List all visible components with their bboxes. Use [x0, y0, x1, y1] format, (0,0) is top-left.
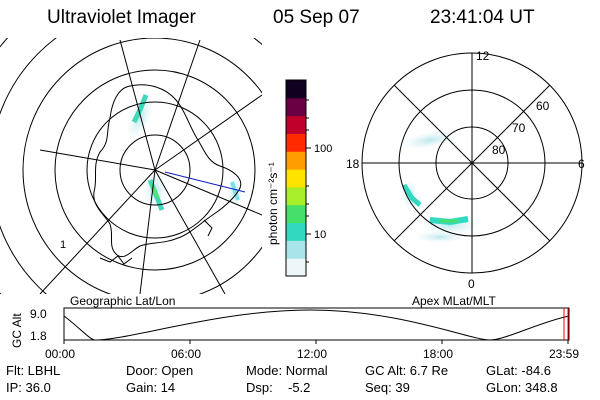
- colorbar-tick-100: 100: [314, 143, 332, 155]
- colorbar-band: [286, 222, 306, 241]
- dsp-value: -5.2: [288, 380, 311, 395]
- altitude-xtick-1800: 18:00: [423, 347, 454, 361]
- date-label: 05 Sep 07: [273, 7, 360, 28]
- colorbar-band: [286, 186, 306, 206]
- time-label: 23:41:04 UT: [430, 7, 535, 28]
- mlt-label-left: 18: [346, 157, 360, 171]
- mlat-label-80: 80: [492, 143, 506, 157]
- altitude-xtick-1200: 12:00: [297, 347, 328, 361]
- altitude-ytick-9: 9.0: [30, 307, 47, 321]
- colorbar-band: [286, 258, 306, 277]
- altitude-curve: [63, 309, 570, 341]
- right-panel-caption: Apex MLat/MLT: [412, 294, 496, 308]
- colorbar-band: [286, 115, 306, 134]
- aurora-emission-left: [126, 94, 243, 211]
- mlat-label-60: 60: [536, 99, 550, 113]
- left-panel-caption: Geographic Lat/Lon: [70, 294, 176, 308]
- colorbar-band: [286, 240, 306, 259]
- dsp-label: Dsp:: [246, 380, 273, 395]
- seq-info: Seq: 39: [365, 380, 410, 395]
- colorbar-band: [286, 151, 306, 170]
- aurora-emission-right: [400, 130, 480, 243]
- gc-alt-info: GC Alt: 6.7 Re: [365, 363, 449, 378]
- mlt-label-right: 6: [578, 157, 585, 171]
- mlt-label-top: 12: [476, 49, 490, 63]
- gain-info: Gain: 14: [126, 380, 176, 395]
- altitude-ytick-1.8: 1.8: [30, 329, 47, 343]
- colorbar-tick-10: 10: [314, 229, 326, 241]
- ip-info: IP: 36.0: [6, 380, 51, 395]
- filter-info: Flt: LBHL: [6, 363, 61, 378]
- mlat-label-70: 70: [512, 121, 526, 135]
- glon-info: GLon: 348.8: [486, 380, 558, 395]
- mlt-label-bottom: 0: [468, 277, 475, 291]
- colorbar-band: [286, 80, 306, 99]
- instrument-title: Ultraviolet Imager: [47, 7, 196, 28]
- door-info: Door: Open: [126, 363, 194, 378]
- colorbar-band: [286, 97, 306, 117]
- mode-info: Mode: Normal: [246, 363, 328, 378]
- altitude-ylabel: GC Alt: [10, 313, 24, 348]
- altitude-xtick-0000: 00:00: [45, 347, 76, 361]
- altitude-xtick-2359: 23:59: [549, 347, 580, 361]
- altitude-xtick-0600: 06:00: [171, 347, 202, 361]
- colorbar-band: [286, 169, 306, 188]
- colorbar-unit-label: photon cm⁻²s⁻¹: [266, 162, 280, 245]
- magnetic-polar-panel: [361, 52, 583, 274]
- altitude-plot: [63, 307, 570, 344]
- geographic-map-panel: [0, 38, 262, 294]
- colorbar-band: [286, 204, 306, 224]
- left-ring-label: 1: [60, 239, 66, 251]
- glat-info: GLat: -84.6: [486, 363, 552, 378]
- colorbar-band: [286, 133, 306, 152]
- colorbar: [285, 79, 311, 277]
- continent-outline: [93, 84, 242, 258]
